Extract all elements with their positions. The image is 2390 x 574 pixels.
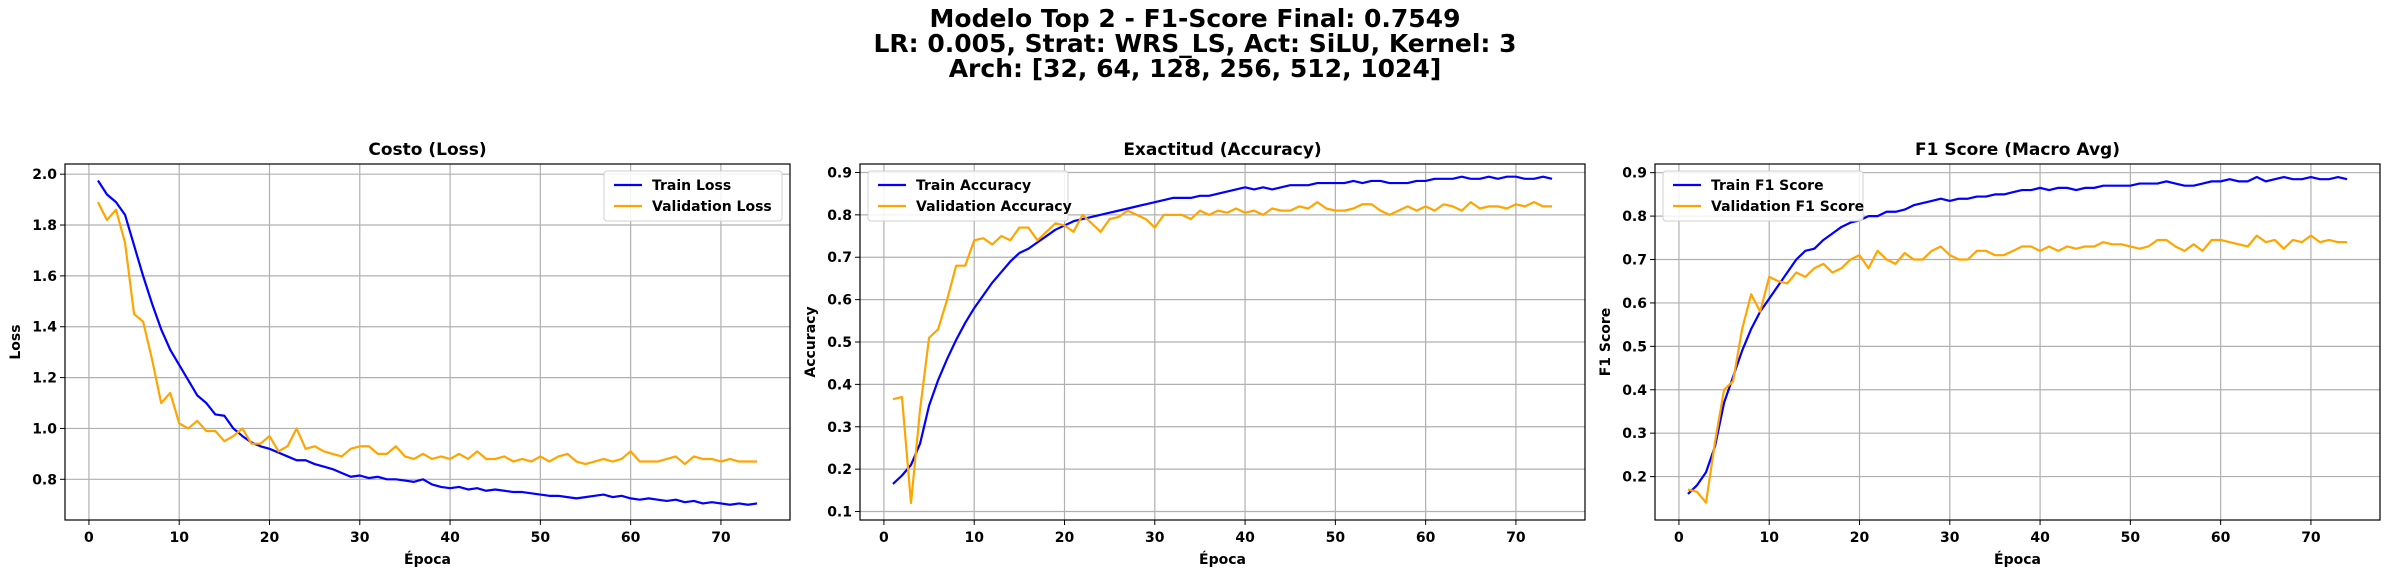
y-tick-label: 1.2 [32,371,57,387]
y-tick-label: 1.4 [32,320,57,336]
y-tick-label: 0.9 [827,165,852,181]
y-axis-label: F1 Score [1598,308,1614,377]
train-series-line [97,179,758,506]
legend-label: Validation Accuracy [916,199,1072,215]
y-axis-label: Loss [8,324,24,359]
train-series-line [892,175,1553,485]
x-tick-label: 30 [350,530,370,546]
suptitle-line: Arch: [32, 64, 128, 256, 512, 1024] [948,54,1442,83]
chart-2: 0 10 20 30 40 50 60 70 0.1 0.2 0.3 0.4 0.5 0.6 0.7 0.8 0… [803,140,1586,568]
y-tick-label: 0.6 [827,293,852,309]
x-tick-label: 70 [711,530,731,546]
legend-label: Validation Loss [652,199,772,215]
y-tick-label: 0.3 [827,420,852,436]
train-series-line [1687,175,2348,495]
y-tick-label: 0.8 [32,472,57,488]
y-tick-label: 1.8 [32,218,57,234]
legend-box [1662,170,1864,222]
chart-title: Costo (Loss) [368,140,486,160]
axes-frame [64,163,791,521]
y-tick-label: 0.5 [827,335,852,351]
y-tick-label: 0.3 [1622,426,1647,442]
y-tick-label: 0.2 [1622,470,1647,486]
x-tick-label: 50 [531,530,551,546]
y-axis-label: Accuracy [803,306,819,377]
axes-frame [1654,163,2381,521]
y-tick-label: 0.8 [1622,209,1647,225]
x-tick-label: 20 [1850,530,1870,546]
legend: Train F1 Score Validation F1 Score [1662,170,1864,222]
x-tick-label: 30 [1145,530,1165,546]
x-axis-label: Época [1994,551,2041,568]
y-tick-label: 0.4 [827,377,852,393]
y-tick-label: 1.6 [32,269,57,285]
x-tick-label: 20 [260,530,280,546]
x-tick-label: 30 [1940,530,1960,546]
legend-label: Train F1 Score [1711,178,1824,194]
x-axis-label: Época [1199,551,1246,568]
x-tick-label: 10 [169,530,189,546]
y-tick-label: 0.1 [827,505,852,521]
x-tick-label: 10 [964,530,984,546]
validation-series-line [1687,234,2348,504]
x-tick-label: 70 [2301,530,2321,546]
x-tick-label: 20 [1055,530,1075,546]
x-tick-label: 60 [2211,530,2231,546]
x-tick-label: 60 [621,530,641,546]
y-tick-label: 0.9 [1622,166,1647,182]
suptitle-line: LR: 0.005, Strat: WRS_LS, Act: SiLU, Ker… [873,29,1517,58]
x-axis-label: Época [404,551,451,568]
legend-box [867,170,1069,222]
legend-label: Validation F1 Score [1711,199,1864,215]
x-tick-label: 70 [1506,530,1526,546]
y-tick-label: 0.4 [1622,383,1647,399]
y-tick-label: 0.6 [1622,296,1647,312]
chart-1: 0 10 20 30 40 50 60 70 0.8 1.0 1.2 1.4 1.6 1.8 2.0 Cost… [8,140,791,568]
y-tick-label: 1.0 [32,421,57,437]
y-tick-label: 0.7 [1622,253,1647,269]
legend-label: Train Accuracy [916,178,1031,194]
x-tick-label: 10 [1759,530,1779,546]
x-tick-label: 50 [1326,530,1346,546]
validation-series-line [892,201,1553,505]
y-tick-label: 0.5 [1622,339,1647,355]
x-tick-label: 40 [440,530,460,546]
chart-title: F1 Score (Macro Avg) [1915,140,2120,160]
y-tick-label: 0.2 [827,462,852,478]
x-tick-label: 50 [2121,530,2141,546]
suptitle-line: Modelo Top 2 - F1-Score Final: 0.7549 [929,4,1461,33]
legend: Train Accuracy Validation Accuracy [867,170,1072,222]
legend-label: Train Loss [652,178,731,194]
x-tick-label: 40 [1235,530,1255,546]
x-tick-label: 0 [1674,530,1684,546]
x-tick-label: 60 [1416,530,1436,546]
legend: Train Loss Validation Loss [603,170,783,222]
figure-suptitle: Modelo Top 2 - F1-Score Final: 0.7549 LR… [0,6,2390,81]
y-tick-label: 2.0 [32,167,57,183]
x-tick-label: 0 [84,530,94,546]
x-tick-label: 40 [2030,530,2050,546]
chart-title: Exactitud (Accuracy) [1123,140,1321,160]
chart-3: 0 10 20 30 40 50 60 70 0.2 0.3 0.4 0.5 0.6 0.7 0.8 0.9 F… [1598,140,2381,568]
y-tick-label: 0.8 [827,208,852,224]
y-tick-label: 0.7 [827,250,852,266]
x-tick-label: 0 [879,530,889,546]
validation-series-line [96,201,758,466]
legend-box [603,170,783,222]
